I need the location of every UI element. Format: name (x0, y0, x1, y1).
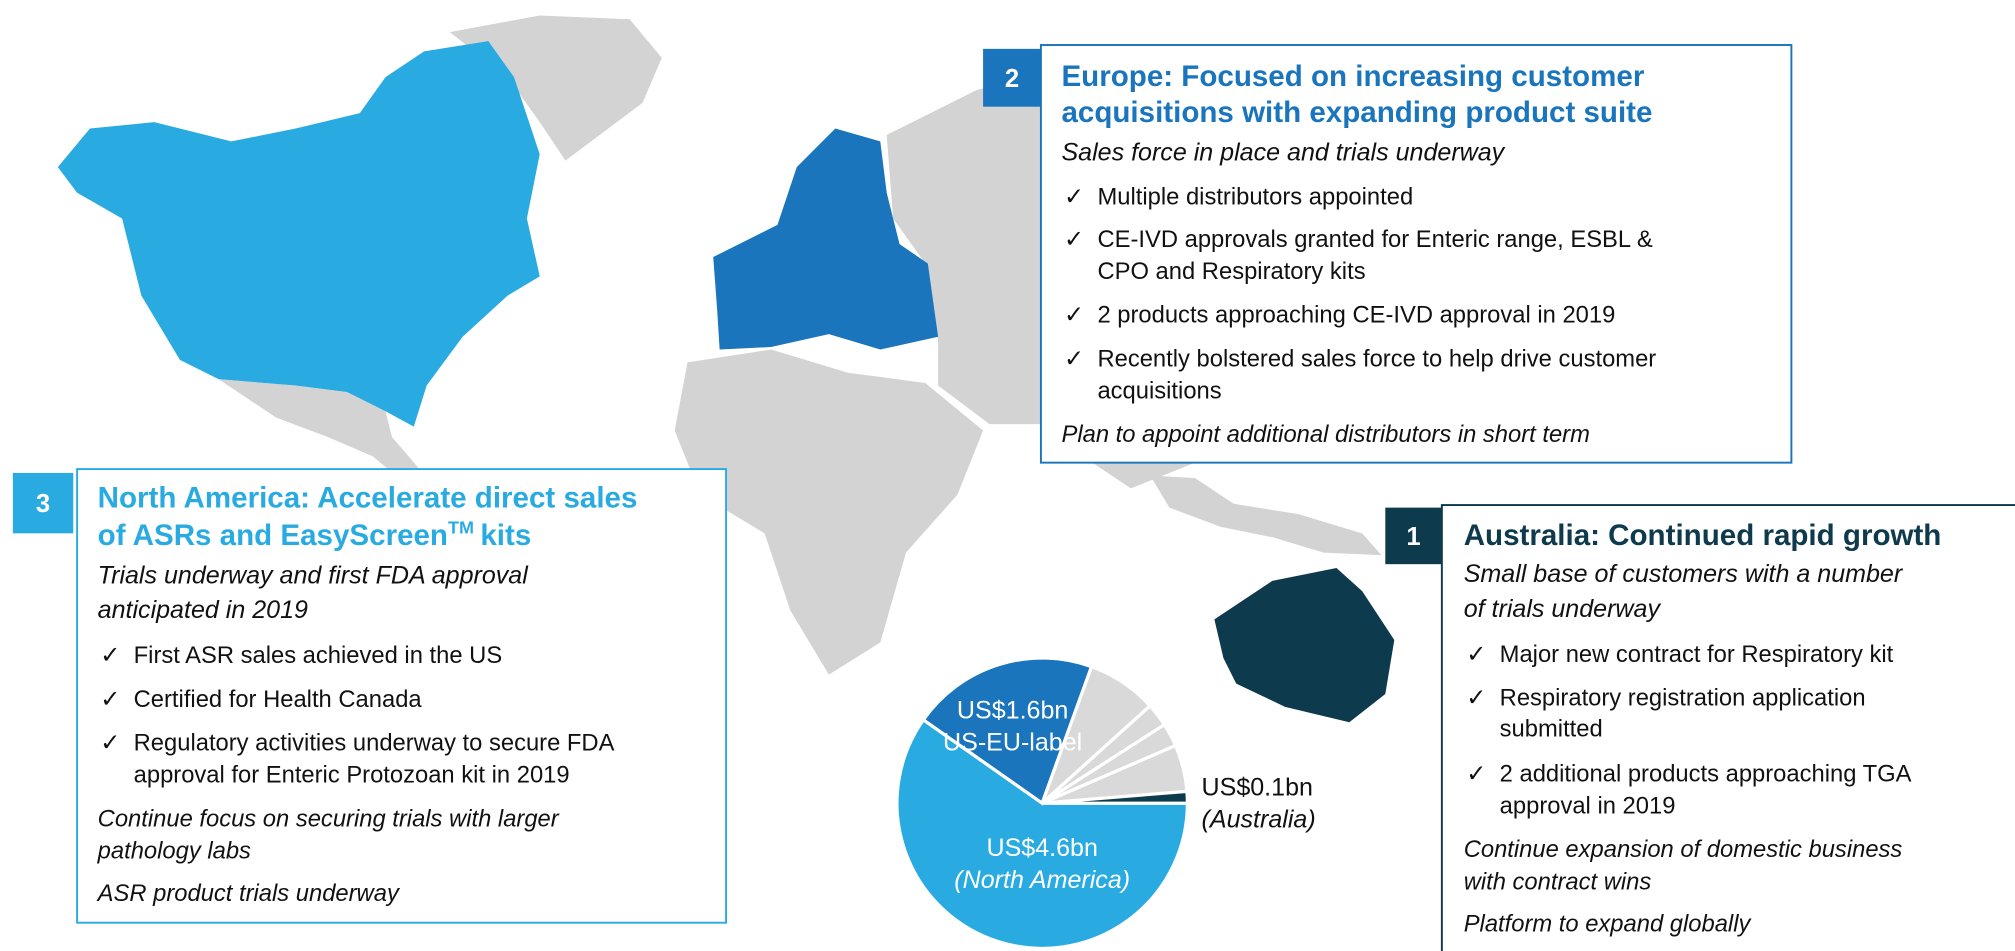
check-mark: ✓ (1064, 183, 1084, 210)
box-note: Continue expansion of domestic business (1464, 836, 1903, 863)
greenland (449, 15, 662, 161)
check-mark: ✓ (1064, 226, 1084, 253)
box-note: Platform to expand globally (1464, 911, 1753, 938)
box-note: with contract wins (1464, 868, 1652, 895)
box-title: Europe: Focused on increasing customer (1061, 60, 1644, 93)
bullet-text: CPO and Respiratory kits (1097, 258, 1365, 285)
bullet-text: Respiratory registration application (1500, 685, 1866, 712)
region-boxes: 2 Europe: Focused on increasing customera… (12, 44, 2015, 951)
box-subtitle: Sales force in place and trials underway (1061, 139, 1505, 167)
se-asia-islands (1150, 475, 1382, 556)
check-mark: ✓ (1466, 685, 1486, 712)
slice-value-label: US$1.6bn (957, 696, 1068, 724)
europe (713, 128, 939, 350)
bullet-text: approval for Enteric Protozoan kit in 20… (134, 762, 570, 789)
slice-name: US-EU-label (943, 729, 1082, 757)
check-mark: ✓ (1466, 641, 1486, 668)
bullet-text: 2 additional products approaching TGA (1500, 760, 1912, 787)
pie-slice (895, 717, 1190, 951)
pie-slice (921, 656, 1094, 806)
central-america (218, 379, 431, 489)
check-mark: ✓ (1466, 760, 1486, 787)
bullet-text: approval in 2019 (1500, 792, 1676, 819)
number-badge (1385, 507, 1442, 565)
check-mark: ✓ (1064, 345, 1084, 372)
africa (674, 349, 984, 675)
slice-name: (North America) (954, 866, 1130, 894)
box-title: of ASRs and EasyScreenTM kits (98, 517, 532, 552)
slice-value-label: US$4.6bn (986, 834, 1097, 862)
title-end: kits (480, 519, 531, 552)
number-badge (12, 472, 74, 534)
slice-name: (Australia) (1202, 806, 1316, 834)
title-text: acquisitions with expanding product suit… (1061, 96, 1652, 129)
box-note: Continue focus on securing trials with l… (98, 805, 560, 832)
box-title: acquisitions with expanding product suit… (1061, 96, 1652, 129)
bullet-text: 2 products approaching CE-IVD approval i… (1097, 302, 1615, 329)
bullet-text: Recently bolstered sales force to help d… (1097, 345, 1656, 372)
check-mark: ✓ (1064, 302, 1084, 329)
box-title: North America: Accelerate direct sales (98, 482, 638, 515)
box-note: Plan to appoint additional distributors … (1061, 421, 1589, 448)
bullet-text: submitted (1500, 715, 1603, 742)
title-text: Europe: Focused on increasing customer (1061, 60, 1644, 93)
box-title: Australia: Continued rapid growth (1464, 519, 1942, 552)
bullet-text: Major new contract for Respiratory kit (1500, 641, 1894, 668)
box-number: 1 (1406, 523, 1420, 551)
australia (1214, 568, 1395, 723)
slice-value-label: US$0.1bn (1202, 773, 1313, 801)
bullet-text: Certified for Health Canada (134, 686, 423, 713)
bullet-text: CE-IVD approvals granted for Enteric ran… (1097, 226, 1652, 253)
box-note: ASR product trials underway (96, 880, 401, 907)
bullet-text: First ASR sales achieved in the US (134, 642, 503, 669)
box-number: 3 (36, 490, 50, 518)
box-subtitle: of trials underway (1464, 595, 1662, 623)
bullet-text: Multiple distributors appointed (1097, 183, 1413, 210)
box-note: pathology labs (97, 837, 251, 864)
box-subtitle: Small base of customers with a number (1464, 560, 1904, 588)
check-mark: ✓ (100, 686, 120, 713)
title-sup: TM (448, 517, 474, 537)
title-text: Australia: Continued rapid growth (1464, 519, 1942, 552)
number-badge (983, 48, 1041, 107)
bullet-text: Regulatory activities underway to secure… (134, 730, 615, 757)
box-subtitle: Trials underway and first FDA approval (98, 561, 530, 589)
title-text: North America: Accelerate direct sales (98, 482, 638, 515)
box-number: 2 (1005, 65, 1019, 93)
box-frame (76, 468, 728, 924)
box-subtitle: anticipated in 2019 (98, 596, 308, 624)
bullet-text: acquisitions (1097, 377, 1221, 404)
box-frame (1039, 44, 1793, 464)
check-mark: ✓ (100, 642, 120, 669)
pie-slice (1042, 789, 1190, 805)
market-pie: US$4.6bn (North America) US$1.6bn US-EU-lab… (895, 656, 1316, 951)
title-text: of ASRs and EasyScreen (98, 519, 448, 552)
check-mark: ✓ (100, 730, 120, 757)
box-frame (1440, 504, 2015, 951)
north-america (57, 41, 540, 427)
